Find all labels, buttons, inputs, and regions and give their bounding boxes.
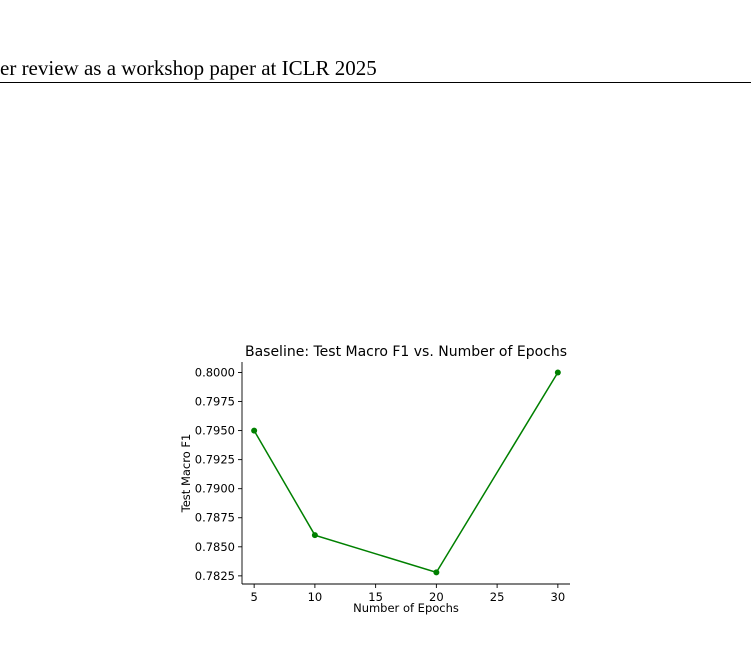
x-tick-label: 10: [308, 590, 323, 604]
data-point: [433, 569, 440, 576]
x-tick-label: 30: [551, 590, 566, 604]
series-line: [253, 372, 559, 574]
y-tick-label: 0.7850: [195, 540, 235, 554]
page-header: er review as a workshop paper at ICLR 20…: [0, 56, 751, 83]
data-point: [251, 427, 258, 434]
data-point: [554, 369, 561, 376]
y-tick-label: 0.7950: [195, 424, 235, 438]
y-tick-label: 0.8000: [195, 365, 235, 379]
running-title: er review as a workshop paper at ICLR 20…: [0, 56, 377, 80]
x-tick-label: 5: [250, 590, 257, 604]
y-tick-label: 0.7925: [195, 453, 235, 467]
y-tick-label: 0.7825: [195, 569, 235, 583]
y-tick-label: 0.7875: [195, 511, 235, 525]
x-axis-label: Number of Epochs: [353, 601, 459, 615]
x-tick-label: 15: [368, 590, 383, 604]
plot-area: [251, 369, 561, 576]
x-tick-label: 25: [490, 590, 505, 604]
axes: 5 10 15 20 25 30 0.7825 0.7850 0.7875 0.7900 0.792…: [195, 362, 570, 604]
chart-title: Baseline: Test Macro F1 vs. Number of Ep…: [245, 344, 567, 360]
y-axis-label: Test Macro F1: [179, 434, 193, 514]
x-tick-label: 20: [429, 590, 444, 604]
y-tick-label: 0.7900: [195, 482, 235, 496]
y-tick-label: 0.7975: [195, 395, 235, 409]
data-point: [311, 532, 318, 539]
